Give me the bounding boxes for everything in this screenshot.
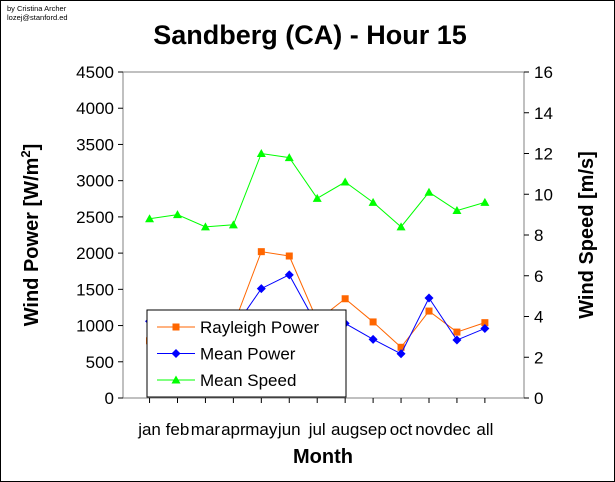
legend: Rayleigh Power Mean Power Mean Speed (146, 309, 347, 398)
mean-speed-line (149, 152, 486, 228)
right-axis: 0 2 4 6 8 10 12 14 16 (524, 63, 553, 408)
mean-speed-point (256, 149, 266, 157)
left-axis-tick-label: 500 (86, 353, 114, 372)
mean-speed-point (452, 206, 462, 215)
mean-speed-point (145, 214, 155, 223)
left-axis-tick-label: 4000 (76, 99, 114, 118)
legend-label: Rayleigh Power (200, 318, 319, 337)
x-axis-tick-label: nov (415, 420, 443, 439)
right-axis-tick-label: 16 (534, 63, 553, 82)
x-axis-tick-label: oct (390, 420, 413, 439)
x-axis-tick-label: feb (166, 420, 190, 439)
mean-speed-point (424, 187, 434, 196)
legend-entry-mean-power: Mean Power (157, 345, 296, 364)
x-axis-tick-label: aug (331, 420, 359, 439)
mean-power-point (480, 323, 490, 333)
mean-power-point (452, 335, 462, 345)
left-axis-label: Wind Power [W/m2] (18, 144, 43, 327)
left-axis-tick-label: 1500 (76, 280, 114, 299)
x-axis-tick-label: sep (359, 420, 386, 439)
mean-power-point (424, 293, 434, 303)
mean-speed-point (480, 197, 490, 206)
x-axis-tick-label: all (476, 420, 493, 439)
rayleigh-power-point (369, 318, 377, 326)
left-axis-label-main: Wind Power [W/m (21, 158, 43, 327)
legend-swatch-marker (172, 323, 180, 331)
x-axis-tick-label: mar (191, 420, 221, 439)
x-axis-tick-label: may (245, 420, 278, 439)
left-axis: 0 500 1000 1500 2000 2500 3000 3500 4000 4500 (76, 63, 123, 408)
credit-name: by Cristina Archer (7, 4, 67, 13)
mean-power-point (396, 349, 406, 359)
left-axis-label-superscript: 2 (18, 150, 33, 157)
left-axis-tick-label: 3500 (76, 135, 114, 154)
right-axis-tick-label: 10 (534, 185, 553, 204)
x-axis: jan feb mar apr may jun jul aug sep oct nov dec all (137, 398, 493, 439)
x-axis-tick-label: dec (443, 420, 471, 439)
right-axis-tick-label: 6 (534, 267, 543, 286)
right-axis-tick-label: 12 (534, 145, 553, 164)
mean-speed-point (284, 153, 294, 162)
credit-email: lozej@stanford.ed (7, 13, 68, 22)
left-axis-tick-label: 2500 (76, 208, 114, 227)
legend-items: Rayleigh Power Mean Power Mean Speed (157, 318, 319, 390)
right-axis-tick-label: 2 (534, 348, 543, 367)
left-axis-tick-label: 4500 (76, 63, 114, 82)
right-axis-tick-label: 14 (534, 104, 553, 123)
mean-speed-point (200, 222, 210, 231)
legend-swatch-marker (171, 349, 181, 358)
legend-label: Mean Speed (200, 371, 296, 390)
x-axis-tick-label: apr (221, 420, 246, 439)
left-axis-tick-label: 0 (105, 389, 114, 408)
legend-swatch-marker (171, 375, 181, 384)
right-axis-label: Wind Speed [m/s] (576, 151, 598, 319)
mean-speed-point (340, 177, 350, 186)
legend-label: Mean Power (200, 345, 296, 364)
rayleigh-power-point (285, 252, 293, 260)
left-axis-tick-label: 1000 (76, 317, 114, 336)
rayleigh-power-point (481, 319, 489, 327)
right-axis-tick-label: 4 (534, 308, 543, 327)
left-axis-tick-label: 3000 (76, 172, 114, 191)
legend-entry-mean-speed: Mean Speed (157, 371, 296, 390)
rayleigh-power-point (425, 307, 433, 315)
mean-speed-series (145, 149, 490, 231)
left-axis-tick-label: 2000 (76, 244, 114, 263)
rayleigh-power-point (257, 248, 265, 256)
rayleigh-power-point (453, 328, 461, 336)
mean-power-point (256, 284, 266, 294)
mean-power-point (368, 334, 378, 344)
mean-speed-point (228, 220, 238, 229)
author-credit: by Cristina Archer lozej@stanford.ed (7, 4, 68, 22)
right-axis-tick-label: 0 (534, 389, 543, 408)
right-axis-tick-label: 8 (534, 226, 543, 245)
x-axis-tick-label: jan (137, 420, 161, 439)
mean-power-point (284, 270, 294, 280)
chart-title: Sandberg (CA) - Hour 15 (153, 20, 467, 50)
mean-speed-point (368, 197, 378, 206)
left-axis-label-tail: ] (21, 144, 43, 151)
rayleigh-power-point (341, 295, 349, 303)
mean-speed-point (396, 222, 406, 231)
x-axis-tick-label: jun (277, 420, 301, 439)
rayleigh-power-point (397, 343, 405, 351)
x-axis-label: Month (293, 446, 353, 468)
legend-entry-rayleigh-power: Rayleigh Power (157, 318, 319, 337)
mean-speed-point (312, 193, 322, 202)
mean-speed-point (172, 210, 182, 219)
x-axis-tick-label: jul (308, 420, 326, 439)
